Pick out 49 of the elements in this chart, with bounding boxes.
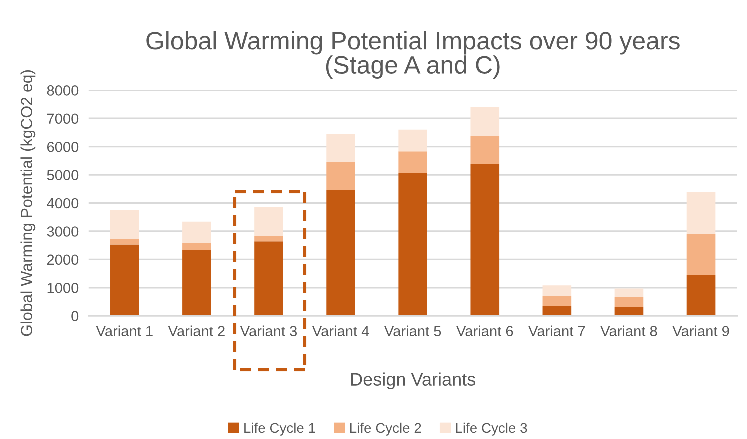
legend-label: Life Cycle 2 — [350, 422, 422, 436]
bar — [326, 190, 356, 316]
bar — [542, 296, 572, 306]
bar — [182, 250, 212, 316]
x-tick-label: Variant 2 — [168, 326, 225, 337]
bar — [110, 239, 140, 245]
y-tick-label: 1000 — [48, 282, 79, 294]
bar — [542, 286, 572, 296]
bar — [470, 164, 500, 316]
x-tick-label: Variant 8 — [600, 326, 658, 337]
x-tick-label: Variant 1 — [96, 326, 153, 337]
bar — [686, 192, 716, 234]
chart-title: Global Warming Potential Impacts over 90 years (Stage A and C) — [146, 31, 680, 79]
x-tick-label: Variant 6 — [456, 326, 514, 337]
bar — [182, 222, 212, 244]
bar — [470, 107, 500, 136]
legend-label: Life Cycle 1 — [244, 422, 316, 436]
bar — [614, 297, 644, 308]
y-tick-label: 8000 — [47, 86, 79, 96]
bar — [686, 234, 716, 276]
bar — [326, 162, 356, 190]
y-tick-label: 4000 — [47, 198, 79, 209]
y-tick-label: 0 — [72, 311, 79, 322]
x-tick-label: Variant 4 — [312, 326, 370, 337]
bar — [614, 288, 644, 298]
bar — [470, 136, 500, 164]
y-axis-title: Global Warming Potential (kgCO2 eq) — [20, 70, 36, 336]
x-tick-label: Variant 5 — [384, 326, 442, 337]
x-tick-label: Variant 9 — [672, 326, 730, 337]
bar — [182, 243, 212, 250]
bar — [686, 275, 716, 316]
y-tick-label: 2000 — [47, 254, 79, 266]
x-tick-label: Variant 7 — [528, 326, 586, 337]
bar — [326, 134, 356, 162]
legend-label: Life Cycle 3 — [456, 422, 528, 436]
bar — [254, 236, 284, 242]
bar — [398, 173, 428, 316]
x-tick-label: Variant 3 — [240, 326, 298, 337]
bar — [398, 130, 428, 152]
y-tick-label: 7000 — [47, 114, 79, 124]
bar — [398, 152, 428, 174]
bar — [254, 242, 284, 316]
bar — [110, 244, 140, 316]
y-tick-label: 5000 — [47, 170, 79, 180]
bar — [254, 207, 284, 237]
y-tick-label: 6000 — [47, 142, 79, 152]
y-tick-label: 3000 — [47, 226, 79, 237]
bar — [110, 210, 140, 240]
x-axis-title: Design Variants — [352, 372, 476, 390]
